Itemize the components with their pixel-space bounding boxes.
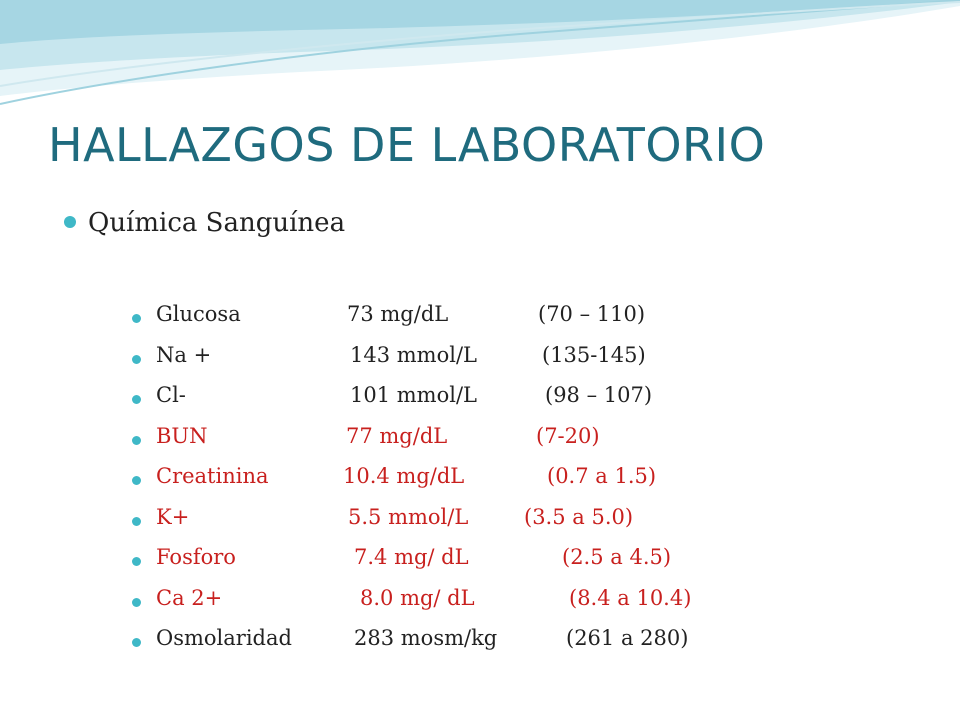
lab-row-glucosa: Glucosa 73 mg/dL (70 – 110) <box>132 302 772 343</box>
lab-value: 10.4 mg/dL <box>343 464 465 488</box>
lab-reference-range: (3.5 a 5.0) <box>524 504 634 529</box>
page-title: HALLAZGOS DE LABORATORIO <box>48 118 766 172</box>
lab-reference-range: (98 – 107) <box>545 383 653 407</box>
section-heading: Química Sanguínea <box>64 208 345 238</box>
lab-name: Creatinina <box>156 464 269 488</box>
lab-row-bun: BUN 77 mg/dL (7-20) <box>132 424 772 465</box>
lab-value: 73 mg/dL <box>347 302 449 326</box>
lab-value: 143 mmol/L <box>350 342 477 367</box>
bullet-icon <box>132 516 141 526</box>
lab-reference-range: (261 a 280) <box>566 626 689 650</box>
lab-value: 5.5 mmol/L <box>348 504 469 529</box>
section-heading-label: Química Sanguínea <box>88 208 346 238</box>
lab-value: 7.4 mg/ dL <box>354 545 469 569</box>
lab-reference-range: (0.7 a 1.5) <box>547 464 657 488</box>
lab-name: Glucosa <box>156 302 241 326</box>
lab-name: Fosforo <box>156 545 236 569</box>
lab-reference-range: (2.5 a 4.5) <box>562 545 672 569</box>
lab-results-list: Glucosa 73 mg/dL (70 – 110) Na + 143 mmo… <box>132 302 772 667</box>
lab-reference-range: (7-20) <box>536 423 600 448</box>
lab-reference-range: (70 – 110) <box>538 302 646 326</box>
bullet-icon <box>132 395 141 404</box>
lab-name: BUN <box>156 423 208 448</box>
lab-row-cloro: Cl- 101 mmol/L (98 – 107) <box>132 383 772 424</box>
lab-reference-range: (8.4 a 10.4) <box>569 585 692 610</box>
bullet-icon <box>132 435 141 445</box>
bullet-icon <box>64 216 76 228</box>
lab-row-sodio: Na + 143 mmol/L (135-145) <box>132 343 772 384</box>
lab-row-osmolaridad: Osmolaridad 283 mosm/kg (261 a 280) <box>132 626 772 667</box>
lab-reference-range: (135-145) <box>542 342 646 367</box>
lab-value: 283 mosm/kg <box>354 626 498 650</box>
lab-name: Cl- <box>156 383 186 407</box>
bullet-icon <box>132 638 141 647</box>
lab-name: Ca 2+ <box>156 585 223 610</box>
bullet-icon <box>132 557 141 566</box>
lab-value: 8.0 mg/ dL <box>360 585 475 610</box>
lab-name: Osmolaridad <box>156 626 292 650</box>
lab-name: Na + <box>156 342 212 367</box>
lab-row-fosforo: Fosforo 7.4 mg/ dL (2.5 a 4.5) <box>132 545 772 586</box>
bullet-icon <box>132 354 141 364</box>
lab-row-calcio: Ca 2+ 8.0 mg/ dL (8.4 a 10.4) <box>132 586 772 627</box>
lab-row-creatinina: Creatinina 10.4 mg/dL (0.7 a 1.5) <box>132 464 772 505</box>
lab-name: K+ <box>156 504 190 529</box>
header-wave-decoration <box>0 0 960 105</box>
bullet-icon <box>132 314 141 323</box>
bullet-icon <box>132 597 141 607</box>
lab-row-potasio: K+ 5.5 mmol/L (3.5 a 5.0) <box>132 505 772 546</box>
lab-value: 101 mmol/L <box>350 383 477 407</box>
lab-value: 77 mg/dL <box>346 423 448 448</box>
bullet-icon <box>132 476 141 485</box>
